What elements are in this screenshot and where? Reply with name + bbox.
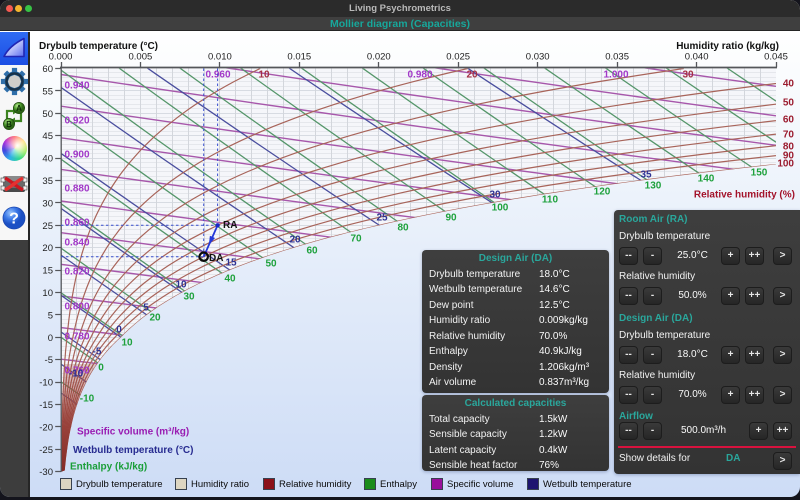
svg-text:0.010: 0.010 <box>208 52 232 63</box>
svg-text:-5: -5 <box>93 347 102 358</box>
svg-text:25: 25 <box>42 221 53 232</box>
svg-text:Wetbulb temperature (°C): Wetbulb temperature (°C) <box>73 445 194 456</box>
svg-text:100: 100 <box>492 203 509 214</box>
svg-text:15: 15 <box>42 266 53 277</box>
svg-text:0.940: 0.940 <box>65 81 90 92</box>
svg-text:-20: -20 <box>39 422 53 433</box>
svg-text:30: 30 <box>183 292 195 303</box>
svg-text:RA: RA <box>223 220 237 231</box>
svg-text:110: 110 <box>542 195 559 206</box>
svg-text:35: 35 <box>640 170 652 181</box>
svg-text:0.015: 0.015 <box>287 52 311 63</box>
svg-text:5: 5 <box>48 310 53 321</box>
svg-text:0.880: 0.880 <box>65 184 90 195</box>
svg-text:60: 60 <box>42 64 53 75</box>
svg-text:0.760: 0.760 <box>65 366 90 377</box>
svg-text:0.840: 0.840 <box>65 238 90 249</box>
svg-text:90: 90 <box>783 151 795 162</box>
svg-text:35: 35 <box>42 176 53 187</box>
svg-text:0.920: 0.920 <box>65 116 90 127</box>
svg-text:-30: -30 <box>39 467 53 478</box>
svg-text:0: 0 <box>116 325 122 336</box>
svg-text:30: 30 <box>682 70 694 81</box>
svg-text:-5: -5 <box>45 355 53 366</box>
svg-text:0: 0 <box>48 333 53 344</box>
svg-text:20: 20 <box>289 235 301 246</box>
svg-text:Enthalpy (kJ/kg): Enthalpy (kJ/kg) <box>70 462 147 473</box>
svg-text:40: 40 <box>42 154 53 165</box>
svg-text:Humidity ratio (kg/kg): Humidity ratio (kg/kg) <box>676 41 779 52</box>
svg-text:45: 45 <box>42 131 53 142</box>
svg-text:?: ? <box>9 211 19 228</box>
svg-text:Drybulb temperature (°C): Drybulb temperature (°C) <box>39 41 158 52</box>
svg-text:0.040: 0.040 <box>685 52 709 63</box>
svg-text:120: 120 <box>594 187 611 198</box>
svg-text:10: 10 <box>258 70 270 81</box>
svg-text:0.900: 0.900 <box>65 150 90 161</box>
svg-text:50: 50 <box>783 98 795 109</box>
svg-text:60: 60 <box>783 115 795 126</box>
svg-text:80: 80 <box>397 223 409 234</box>
svg-text:40: 40 <box>224 274 236 285</box>
svg-text:-10: -10 <box>80 394 95 405</box>
svg-text:30: 30 <box>489 190 501 201</box>
svg-text:-10: -10 <box>39 378 53 389</box>
svg-text:-15: -15 <box>39 400 53 411</box>
svg-text:0.035: 0.035 <box>605 52 629 63</box>
svg-text:0.005: 0.005 <box>129 52 153 63</box>
svg-text:60: 60 <box>306 246 318 257</box>
svg-text:0.780: 0.780 <box>65 332 90 343</box>
svg-text:0.860: 0.860 <box>65 218 90 229</box>
svg-text:100: 100 <box>777 159 794 170</box>
svg-text:0.000: 0.000 <box>49 52 73 63</box>
svg-text:0.820: 0.820 <box>65 267 90 278</box>
svg-text:140: 140 <box>698 174 715 185</box>
svg-text:0: 0 <box>98 363 104 374</box>
svg-text:5: 5 <box>143 303 149 314</box>
svg-text:0.025: 0.025 <box>446 52 470 63</box>
svg-text:0.960: 0.960 <box>205 70 230 81</box>
svg-text:55: 55 <box>42 86 53 97</box>
svg-text:Relative humidity (%): Relative humidity (%) <box>694 190 795 201</box>
svg-text:50: 50 <box>265 259 277 270</box>
svg-text:DA: DA <box>209 253 223 264</box>
svg-text:130: 130 <box>645 181 662 192</box>
svg-text:20: 20 <box>42 243 53 254</box>
svg-text:50: 50 <box>42 109 53 120</box>
svg-text:10: 10 <box>42 288 53 299</box>
svg-text:150: 150 <box>751 168 768 179</box>
svg-text:70: 70 <box>350 234 362 245</box>
svg-text:0.980: 0.980 <box>407 70 432 81</box>
svg-text:0.020: 0.020 <box>367 52 391 63</box>
svg-text:0.800: 0.800 <box>65 302 90 313</box>
svg-text:30: 30 <box>42 198 53 209</box>
svg-text:10: 10 <box>121 338 133 349</box>
svg-text:-25: -25 <box>39 445 53 456</box>
svg-text:0.030: 0.030 <box>526 52 550 63</box>
svg-text:1.000: 1.000 <box>603 70 628 81</box>
svg-text:10: 10 <box>175 280 187 291</box>
svg-text:20: 20 <box>466 70 478 81</box>
svg-text:15: 15 <box>225 258 237 269</box>
svg-text:90: 90 <box>445 213 457 224</box>
svg-text:B: B <box>6 120 12 129</box>
svg-text:Specific volume (m³/kg): Specific volume (m³/kg) <box>77 427 189 438</box>
svg-text:80: 80 <box>783 142 795 153</box>
svg-text:0.045: 0.045 <box>764 52 788 63</box>
svg-text:25: 25 <box>376 213 388 224</box>
svg-text:70: 70 <box>783 130 795 141</box>
svg-text:40: 40 <box>783 79 795 90</box>
svg-text:20: 20 <box>149 313 161 324</box>
svg-text:-10: -10 <box>69 369 84 380</box>
svg-text:A: A <box>16 104 22 113</box>
